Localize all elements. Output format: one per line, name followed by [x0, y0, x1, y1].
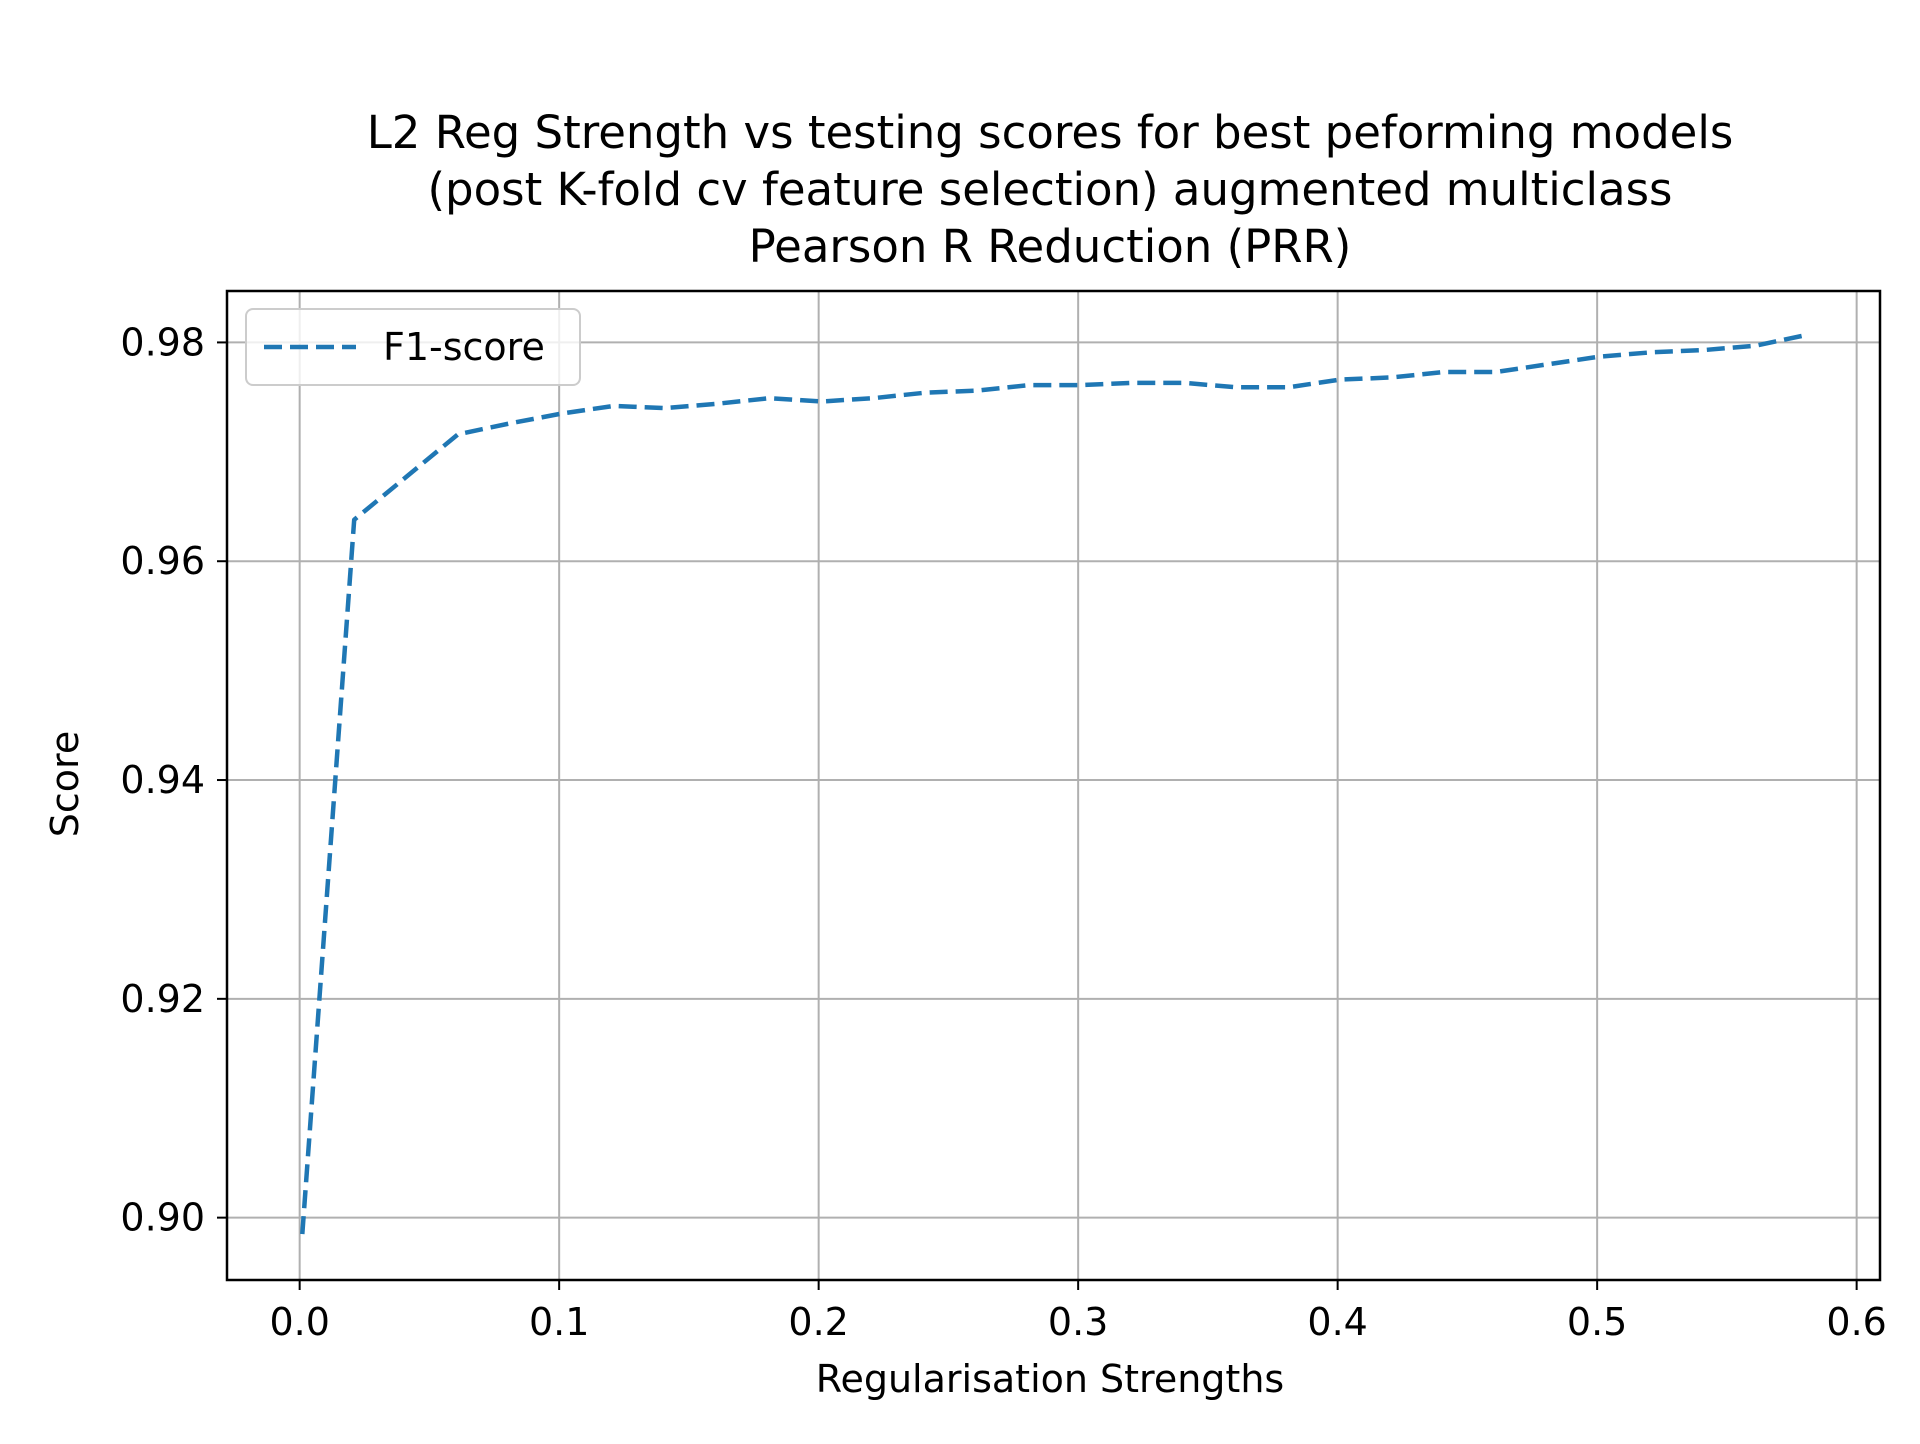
- x-axis-label: Regularisation Strengths: [816, 1357, 1284, 1401]
- x-axis-ticks: 0.0 0.1 0.2 0.3 0.4 0.5 0.6: [269, 1280, 1886, 1344]
- x-tick-label: 0.1: [529, 1300, 589, 1344]
- y-tick-label: 0.98: [120, 320, 205, 364]
- y-axis-ticks: 0.90 0.92 0.94 0.96 0.98: [120, 320, 227, 1239]
- chart-title-line-2: (post K-fold cv feature selection) augme…: [428, 163, 1673, 216]
- x-tick-label: 0.0: [269, 1300, 329, 1344]
- y-axis-label: Score: [43, 731, 87, 837]
- chart-title-line-1: L2 Reg Strength vs testing scores for be…: [367, 106, 1734, 159]
- legend-label-f1-score: F1-score: [383, 325, 545, 369]
- y-tick-label: 0.92: [120, 977, 205, 1021]
- x-tick-label: 0.4: [1307, 1300, 1367, 1344]
- chart-title-line-3: Pearson R Reduction (PRR): [749, 220, 1352, 273]
- series-lines: [302, 335, 1807, 1234]
- x-tick-label: 0.3: [1048, 1300, 1108, 1344]
- x-tick-label: 0.2: [788, 1300, 848, 1344]
- x-tick-label: 0.6: [1826, 1300, 1886, 1344]
- x-tick-label: 0.5: [1567, 1300, 1627, 1344]
- grid: [227, 291, 1880, 1280]
- y-tick-label: 0.96: [120, 539, 205, 583]
- y-tick-label: 0.94: [120, 758, 205, 802]
- y-tick-label: 0.90: [120, 1196, 205, 1240]
- series-line-f1-score: [302, 335, 1807, 1234]
- legend: F1-score: [246, 309, 580, 385]
- axes-frame: [227, 291, 1880, 1280]
- chart-title: L2 Reg Strength vs testing scores for be…: [367, 106, 1734, 273]
